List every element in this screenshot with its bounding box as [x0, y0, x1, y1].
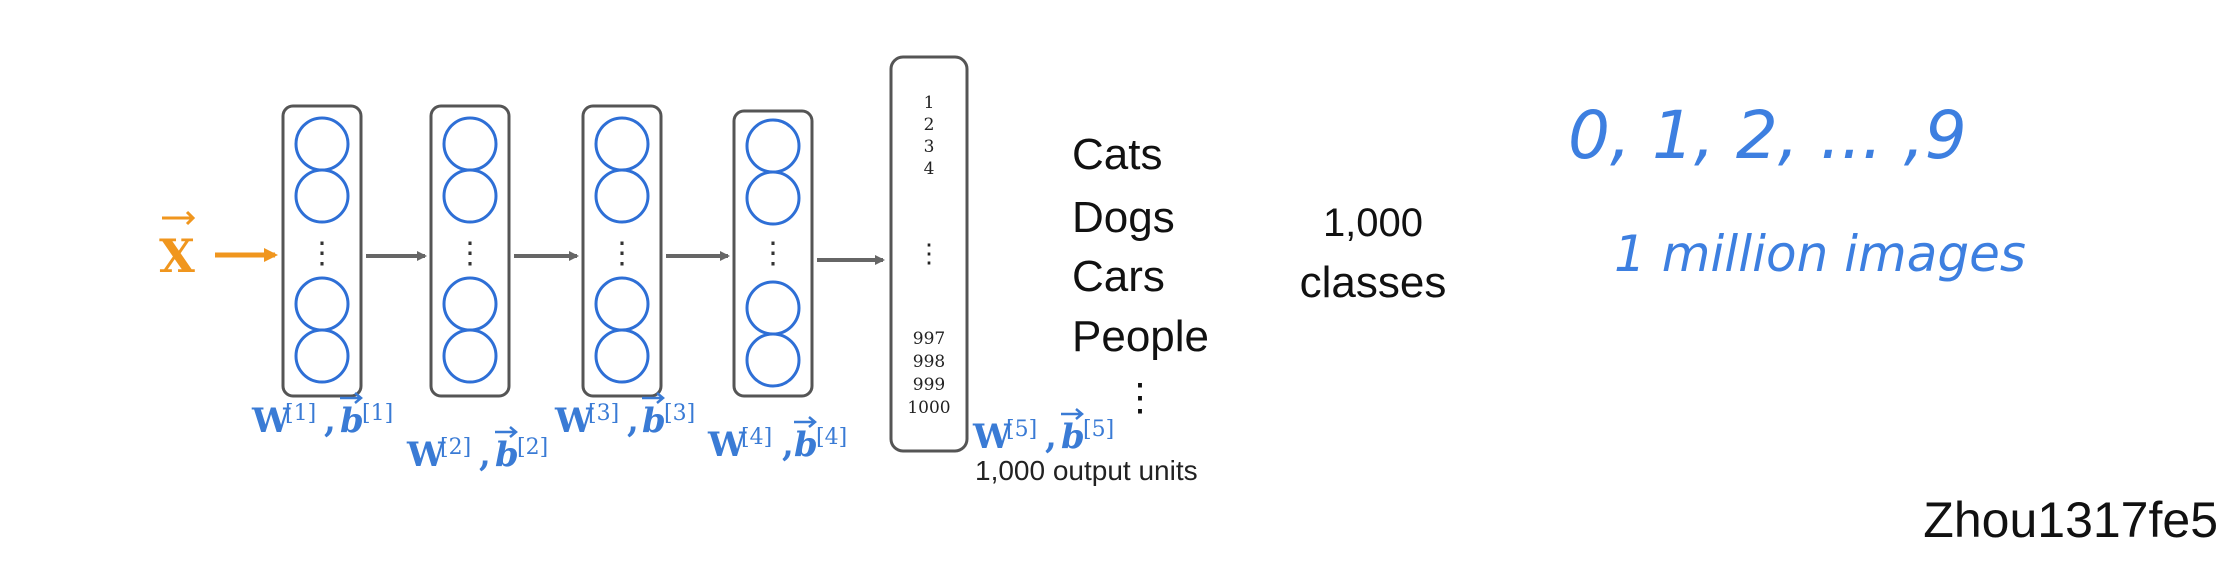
neuron — [294, 276, 350, 332]
digits-note: 0, 1, 2, ... ,9 — [1568, 97, 1967, 174]
classes-label: classes — [1300, 258, 1447, 307]
classes-count: 1,000 — [1323, 201, 1423, 245]
category-item: Cars — [1072, 252, 1165, 301]
layer-2-params: W [2] , b [2] — [406, 426, 548, 475]
layer-box — [429, 104, 511, 398]
neuron — [294, 328, 350, 384]
vector-arrow-icon — [185, 210, 196, 226]
neuron — [442, 328, 498, 384]
output-unit: 4 — [924, 159, 935, 179]
output-unit: 997 — [913, 329, 945, 349]
output-unit: 2 — [924, 115, 935, 135]
vector-arrow-icon — [1061, 408, 1084, 420]
neuron — [442, 168, 498, 224]
neuron — [745, 332, 801, 388]
layer-1-bias-index: [1] — [362, 401, 393, 426]
layer-1-params: W [1] , b [1] — [251, 392, 393, 441]
layer-5-weight: W — [972, 417, 1012, 457]
category-item: Cats — [1072, 130, 1162, 179]
neuron — [594, 116, 650, 172]
neuron — [294, 168, 350, 224]
layer-3-weight: W — [554, 401, 594, 441]
watermark: Zhou1317fe5 — [1923, 492, 2218, 548]
layer-3-bias-index: [3] — [664, 401, 695, 426]
layer-5-bias: b — [1061, 417, 1085, 457]
layer-4-weight-index: [4] — [741, 425, 772, 450]
neuron — [442, 116, 498, 172]
category-item: People — [1072, 312, 1209, 361]
neuron — [294, 116, 350, 172]
layer-3-bias: b — [642, 401, 666, 441]
vector-arrow-icon — [340, 392, 363, 404]
ellipsis: ⋮ — [455, 237, 485, 270]
neuron — [745, 280, 801, 336]
output-unit: 998 — [913, 352, 945, 372]
layer-1-bias: b — [340, 401, 364, 441]
layer-1: ⋮ — [281, 104, 363, 398]
output-unit: 3 — [924, 137, 935, 157]
layer-3-weight-index: [3] — [588, 401, 619, 426]
layer-4-weight: W — [707, 425, 747, 465]
category-item: Dogs — [1072, 193, 1175, 242]
output-unit: 1000 — [907, 398, 950, 418]
output-unit: 999 — [913, 375, 945, 395]
neuron — [594, 168, 650, 224]
vector-arrow-icon — [794, 416, 817, 428]
layer-4: ⋮ — [732, 109, 814, 398]
output-layer-box — [889, 55, 969, 453]
comma: , — [479, 435, 491, 475]
ellipsis: ⋮ — [307, 237, 337, 270]
neuron — [745, 170, 801, 226]
vector-arrow-icon — [495, 426, 518, 438]
vector-arrow-icon — [642, 392, 665, 404]
output-layer: 1 2 3 4 ⋮ 997 998 999 1000 — [889, 55, 969, 453]
layer-4-params: W [4] , b [4] — [707, 416, 847, 465]
layer-5-bias-index: [5] — [1083, 417, 1114, 442]
layer-5-weight-index: [5] — [1006, 417, 1037, 442]
layer-box — [581, 104, 663, 398]
category-list: Cats Dogs Cars People ⋮ — [1072, 130, 1209, 419]
layer-box — [732, 109, 814, 398]
layer-4-bias: b — [794, 425, 818, 465]
layer-3: ⋮ — [581, 104, 663, 398]
layer-2: ⋮ — [429, 104, 511, 398]
images-note: 1 million images — [1614, 225, 2026, 283]
comma: , — [1045, 417, 1057, 457]
ellipsis: ⋮ — [1121, 377, 1159, 419]
input-label: X — [159, 229, 195, 283]
ellipsis: ⋮ — [607, 237, 637, 270]
comma: , — [324, 401, 336, 441]
output-units-caption: 1,000 output units — [975, 455, 1198, 486]
comma: , — [627, 401, 639, 441]
neuron — [442, 276, 498, 332]
layer-2-bias: b — [495, 435, 519, 475]
output-unit: 1 — [924, 93, 935, 113]
layer-2-weight-index: [2] — [440, 435, 471, 460]
neuron — [594, 276, 650, 332]
comma: , — [782, 425, 794, 465]
layer-5-params: W [5] , b [5] — [972, 408, 1114, 457]
layer-2-bias-index: [2] — [517, 435, 548, 460]
neuron — [594, 328, 650, 384]
layer-3-params: W [3] , b [3] — [554, 392, 695, 441]
layer-2-weight: W — [406, 435, 446, 475]
layer-box — [281, 104, 363, 398]
layer-4-bias-index: [4] — [816, 425, 847, 450]
layer-1-weight: W — [251, 401, 291, 441]
input-vector: X — [159, 210, 196, 283]
layer-1-weight-index: [1] — [285, 401, 316, 426]
ellipsis: ⋮ — [758, 237, 788, 270]
ellipsis: ⋮ — [916, 239, 942, 269]
neuron — [745, 118, 801, 174]
